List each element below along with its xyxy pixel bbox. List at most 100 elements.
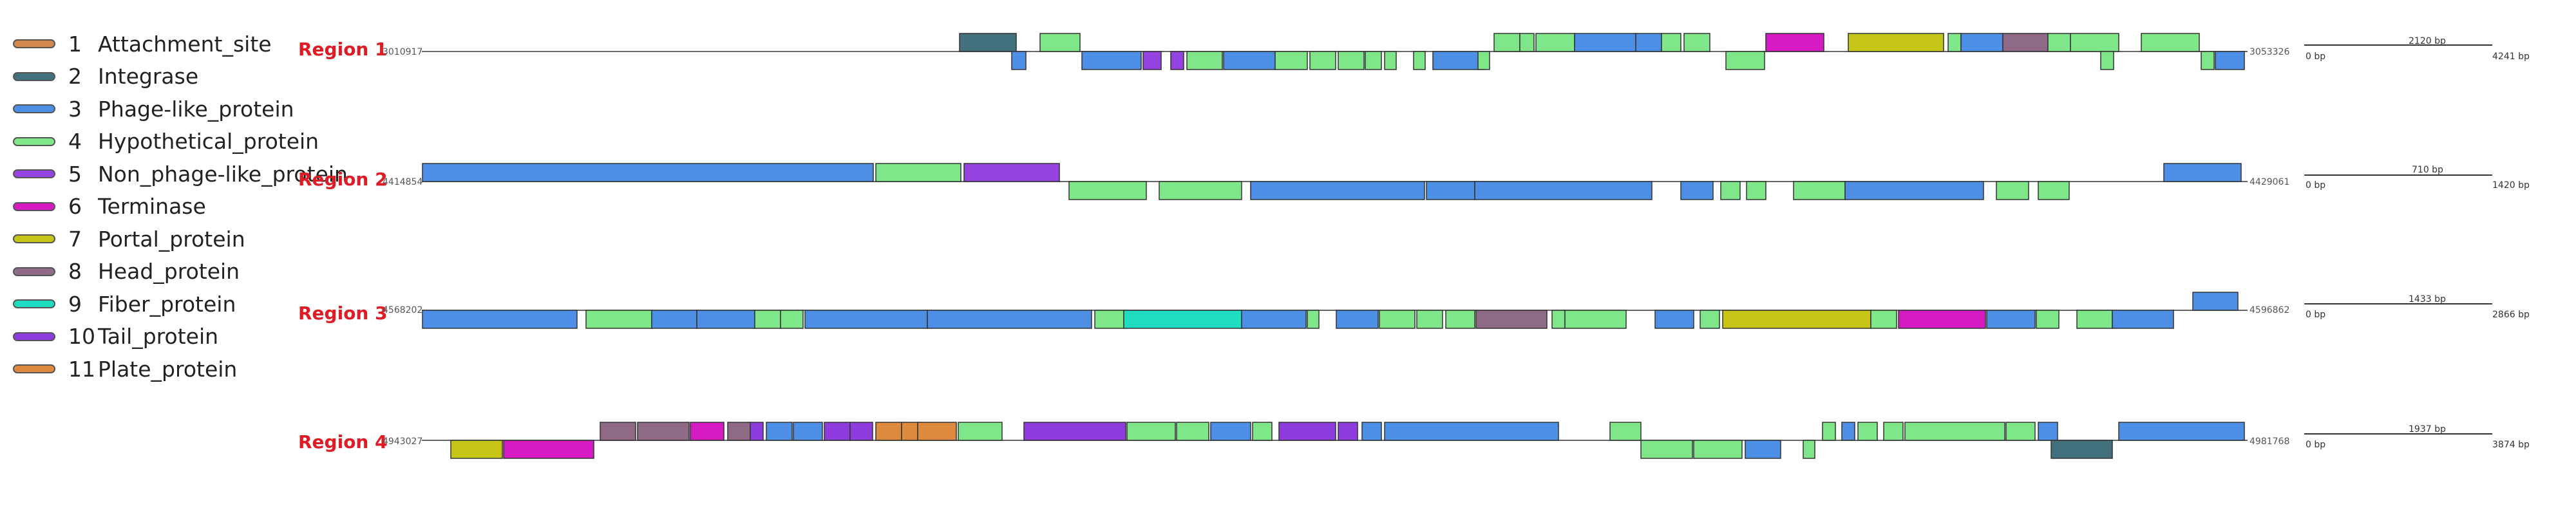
gene-block [1210, 422, 1251, 441]
gene-block [1654, 310, 1694, 329]
gene-block [1426, 181, 1475, 200]
gene-block [750, 422, 764, 441]
gene-block [690, 422, 724, 441]
gene-block [1338, 422, 1358, 441]
legend-label: Head_protein [98, 259, 240, 284]
gene-block [1176, 422, 1209, 441]
gene-block [1635, 33, 1662, 52]
gene-block [1039, 33, 1081, 52]
gene-block [2100, 51, 2114, 70]
gene-block [1996, 181, 2029, 200]
gene-block [1640, 440, 1693, 459]
region-3-title: Region 3 [298, 303, 388, 324]
gene-block [1822, 422, 1836, 441]
gene-block [901, 422, 918, 441]
legend-swatch [13, 201, 55, 211]
region-2-title: Region 2 [298, 169, 388, 190]
legend-number: 2 [68, 64, 82, 89]
gene-block [1898, 310, 1986, 329]
legend-label: Hypothetical_protein [98, 129, 319, 154]
region-3-end-coord: 4596862 [2249, 305, 2290, 315]
gene-block [959, 33, 1017, 52]
legend-item-attachment-site: 1 Attachment_site [13, 31, 272, 57]
region-1-scale-label: 2120 bp [2409, 36, 2446, 46]
region-1-start-coord: 3010917 [383, 47, 423, 57]
gene-block [1680, 181, 1714, 200]
gene-block [1068, 181, 1147, 200]
gene-block [1841, 422, 1855, 441]
legend-item-terminase: 6 Terminase [13, 194, 206, 220]
gene-block [1857, 422, 1878, 441]
gene-block [1278, 422, 1336, 441]
gene-block [927, 310, 1092, 329]
gene-block [1094, 310, 1124, 329]
gene-block [2112, 310, 2174, 329]
legend-number: 11 [68, 356, 95, 382]
gene-block [1683, 33, 1710, 52]
gene-block [2201, 51, 2215, 70]
gene-block [875, 163, 961, 182]
legend-item-hypothetical-protein: 4 Hypothetical_protein [13, 129, 319, 154]
gene-block [1338, 51, 1365, 70]
legend-item-integrase: 2 Integrase [13, 64, 198, 89]
region-4-start-coord: 4943027 [383, 436, 423, 447]
gene-block [1474, 181, 1653, 200]
gene-block [1252, 422, 1273, 441]
legend-swatch [13, 332, 55, 341]
gene-block [503, 440, 594, 459]
gene-block [1848, 33, 1944, 52]
gene-block [1803, 440, 1815, 459]
legend-item-portal-protein: 7 Portal_protein [13, 226, 245, 252]
gene-block [824, 422, 851, 441]
gene-block [1986, 310, 2036, 329]
gene-block [1336, 310, 1379, 329]
gene-block [727, 422, 751, 441]
gene-block [1081, 51, 1142, 70]
gene-block [1564, 310, 1627, 329]
gene-block [651, 310, 697, 329]
gene-block [1126, 422, 1176, 441]
gene-block [637, 422, 690, 441]
legend-number: 7 [68, 226, 82, 252]
legend-number: 1 [68, 31, 82, 57]
gene-block [1947, 33, 1962, 52]
region-4-scale-right: 3874 bp [2492, 440, 2530, 450]
region-2-end-coord: 4429061 [2249, 177, 2290, 187]
region-4-scale-label: 1937 bp [2409, 424, 2446, 435]
gene-block [2047, 33, 2071, 52]
legend-swatch [13, 299, 55, 308]
legend-swatch [13, 234, 55, 243]
legend-number: 3 [68, 96, 82, 122]
gene-block [1250, 181, 1425, 200]
gene-block [1844, 181, 1984, 200]
gene-block [917, 422, 957, 441]
gene-block [422, 310, 578, 329]
gene-block [1379, 310, 1416, 329]
gene-block [696, 310, 755, 329]
gene-block [1011, 51, 1027, 70]
region-3-scale-left: 0 bp [2306, 310, 2326, 320]
gene-block [958, 422, 1003, 441]
legend-swatch [13, 39, 55, 48]
legend-number: 4 [68, 129, 82, 154]
legend-number: 5 [68, 161, 82, 187]
gene-block [1720, 181, 1741, 200]
gene-block [2070, 33, 2119, 52]
legend-label: Integrase [98, 64, 199, 89]
legend-label: Non_phage-like_protein [98, 161, 348, 187]
legend-label: Terminase [98, 194, 206, 219]
gene-block [1793, 181, 1846, 200]
gene-block [1661, 33, 1681, 52]
legend-number: 10 [68, 324, 95, 349]
region-1-title: Region 1 [298, 39, 388, 60]
region-2-scale-left: 0 bp [2306, 180, 2326, 191]
gene-block [450, 440, 503, 459]
gene-block [1746, 181, 1766, 200]
gene-block [1123, 310, 1242, 329]
legend-item-phage-like-protein: 3 Phage-like_protein [13, 96, 294, 122]
gene-block [1274, 51, 1308, 70]
gene-block [1416, 310, 1443, 329]
gene-block [1170, 51, 1184, 70]
gene-block [1309, 51, 1336, 70]
